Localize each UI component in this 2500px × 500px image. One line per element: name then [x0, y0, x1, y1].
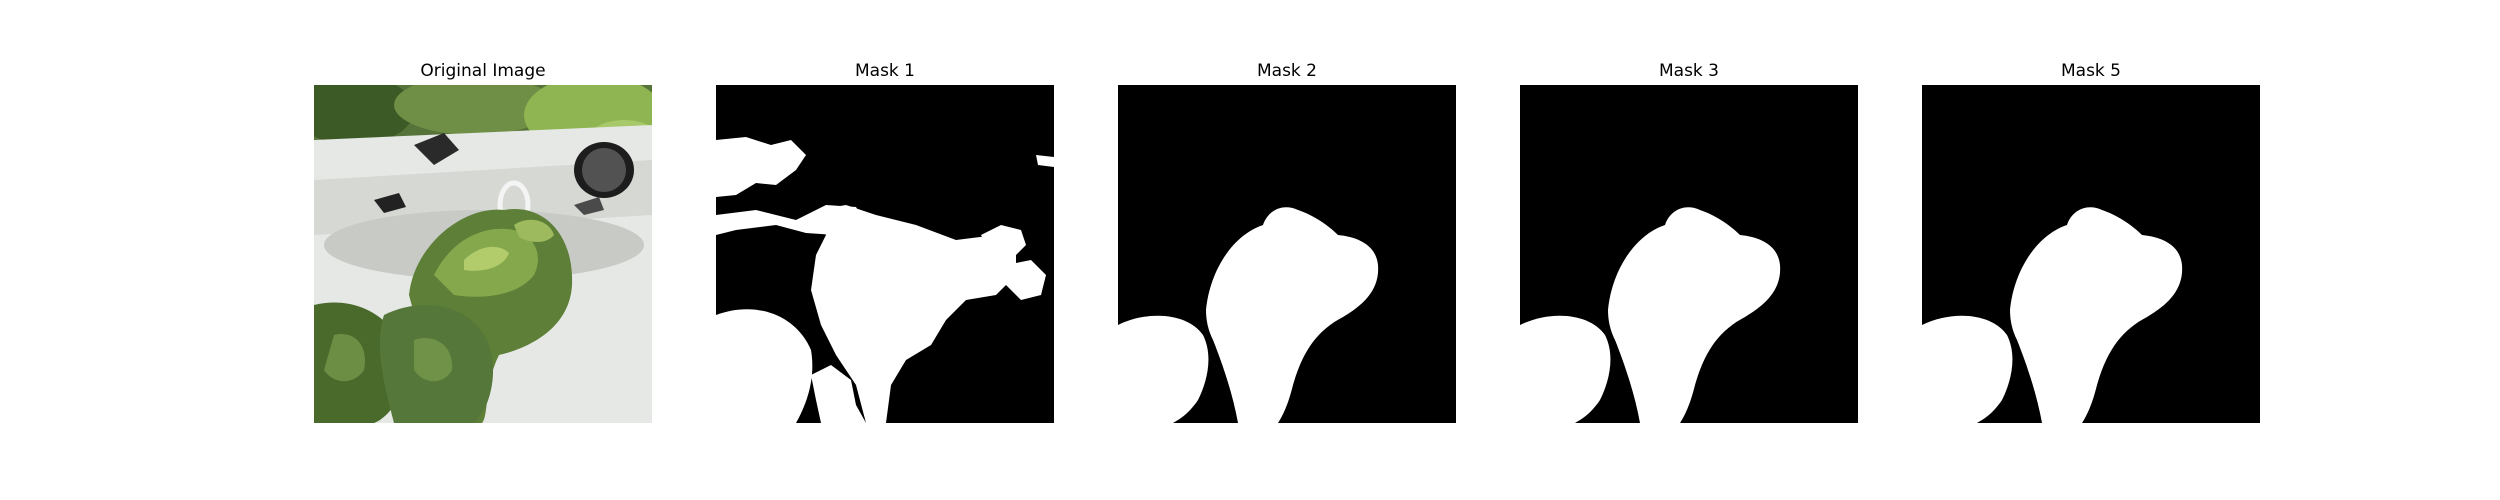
panel-title: Mask 2	[1256, 61, 1317, 81]
mask-5-image	[1922, 85, 2260, 423]
panel-title: Mask 5	[2060, 61, 2121, 81]
panel-title: Mask 3	[1658, 61, 1719, 81]
original-photo	[314, 85, 652, 423]
panel-title: Mask 1	[854, 61, 915, 81]
mask-2-image	[1118, 85, 1456, 423]
panel-title: Original Image	[420, 61, 546, 81]
mask-1-image	[716, 85, 1054, 423]
mask-3-image	[1520, 85, 1858, 423]
